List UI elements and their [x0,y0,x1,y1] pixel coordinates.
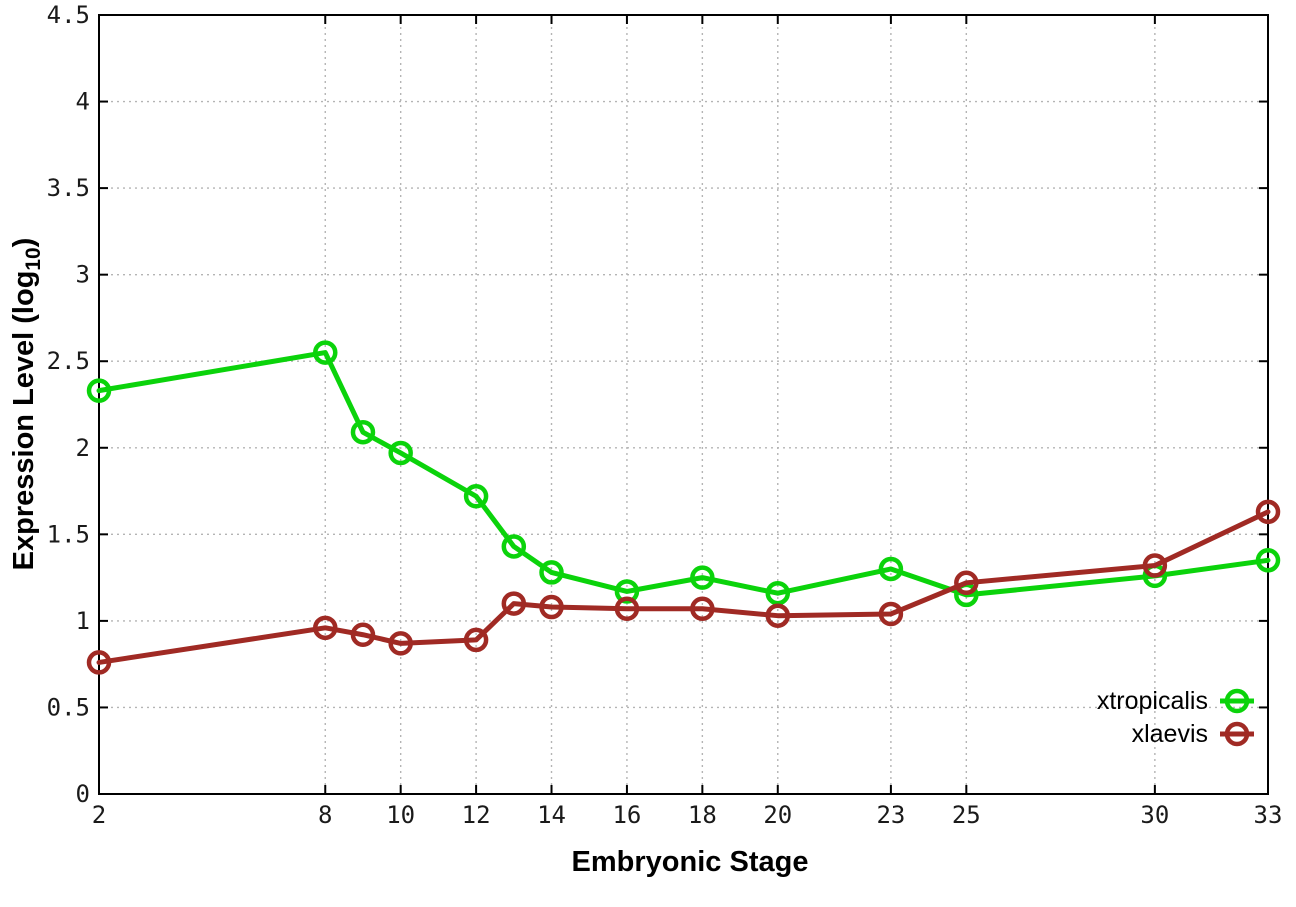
data-point-xlaevis-2 [86,650,112,675]
data-point-xtropicalis-14 [539,560,564,585]
data-point-xtropicalis-13 [501,534,527,559]
data-point-xlaevis-30 [1142,553,1168,578]
series-xlaevis-line [96,509,1271,665]
x-tick-label: 10 [386,801,415,829]
data-point-xtropicalis-20 [765,580,791,606]
y-tick-label: 1.5 [47,520,90,548]
x-tick-label: 20 [763,801,792,829]
data-point-xlaevis-16 [614,596,640,622]
x-tick-label: 2 [92,801,106,829]
data-point-xtropicalis-16 [614,579,640,604]
y-axis-title-subscript: 10 [21,247,45,271]
y-tick-label: 2 [76,434,90,462]
y-tick-label: 0 [76,780,90,808]
data-point-xtropicalis-2 [86,378,112,403]
data-point-xlaevis-23 [878,601,904,627]
y-tick-label: 1 [76,607,90,635]
series-xtropicalis-line [96,350,1271,598]
y-tick-label: 4 [76,88,90,116]
legend-label-xtropicalis: xtropicalis [1097,687,1208,715]
data-point-xlaevis-14 [539,594,564,620]
x-tick-label: 30 [1140,801,1169,829]
y-tick-label: 4.5 [47,1,90,29]
data-point-xtropicalis-18 [690,565,715,590]
plot-border [98,14,1269,795]
x-tick-label: 8 [318,801,332,829]
legend-label-xlaevis: xlaevis [1132,720,1208,748]
data-point-xlaevis-33 [1255,499,1281,525]
data-point-xlaevis-9 [350,622,376,647]
legend-marker-xlaevis [1224,721,1250,747]
data-point-xlaevis-8 [313,615,338,641]
data-point-xlaevis-13 [501,591,527,616]
x-tick-label: 12 [462,801,491,829]
x-tick-label: 33 [1254,801,1283,829]
data-point-xtropicalis-10 [388,440,413,466]
data-point-xlaevis-12 [463,627,489,653]
y-tick-label: 2.5 [47,347,90,375]
x-tick-label: 23 [876,801,905,829]
x-tick-label: 18 [688,801,717,829]
x-tick-label: 16 [612,801,641,829]
y-tick-label: 3.5 [47,174,90,202]
x-tick-label: 25 [952,801,981,829]
x-tick-label: 14 [537,801,566,829]
data-point-xlaevis-10 [388,631,413,656]
y-tick-label: 0.5 [47,693,90,721]
y-axis-title: Expression Level (log10) [8,238,46,571]
legend-marker-xtropicalis [1224,688,1250,714]
y-axis-title-text: Expression Level (log [8,270,41,571]
data-point-xtropicalis-23 [878,556,904,582]
data-point-xlaevis-25 [954,570,979,596]
x-axis-title: Embryonic Stage [571,846,809,878]
y-axis-title-suffix: ) [8,237,41,248]
data-point-xtropicalis-8 [313,340,338,365]
data-point-xtropicalis-12 [463,483,489,509]
y-tick-label: 3 [76,261,90,289]
data-point-xtropicalis-9 [350,419,376,445]
data-point-xlaevis-20 [765,603,791,628]
data-point-xtropicalis-33 [1255,548,1281,573]
data-point-xlaevis-18 [690,596,715,622]
